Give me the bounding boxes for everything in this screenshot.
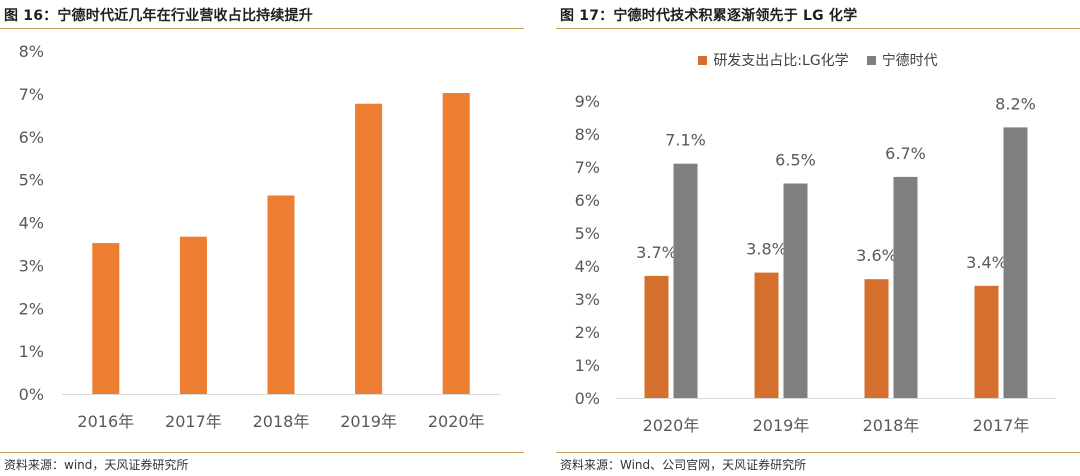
bar-lg-chem-2017年 (974, 285, 999, 398)
y-tick-label: 5% (575, 224, 600, 243)
figure-17-source: 资料来源：Wind、公司官网，天风证券研究所 (560, 458, 807, 472)
legend-item-catl: 宁德时代 (866, 50, 938, 70)
figure-17-title: 图 17：宁德时代技术积累逐渐领先于 LG 化学 (560, 8, 858, 24)
legend-label-catl: 宁德时代 (881, 53, 938, 69)
figure-16: 图 16：宁德时代近几年在行业营收占比持续提升 0% 1% 2% 3% 4% 5% 6% 7%… (0, 0, 524, 476)
bar-2016年 (92, 243, 120, 394)
x-tick-label: 2020年 (428, 412, 485, 431)
legend-label-lg-chem: 研发支出占比:LG化学 (713, 53, 849, 69)
y-tick-label: 4% (575, 257, 600, 276)
y-tick-label: 3% (19, 256, 44, 275)
bar-2018年 (267, 195, 295, 394)
bar-2020年 (442, 93, 470, 394)
bar-catl-2017年 (1003, 127, 1028, 399)
x-tick-label: 2016年 (77, 412, 134, 431)
figure-16-source: 资料来源：wind，天风证券研究所 (4, 458, 189, 472)
legend-swatch-lg-chem (698, 55, 708, 65)
data-label: 7.1% (665, 131, 706, 150)
bar-lg-chem-2019年 (754, 272, 779, 398)
bar-2017年 (179, 236, 207, 394)
y-tick-label: 7% (19, 85, 44, 104)
y-tick-label: 0% (19, 385, 44, 404)
x-tick-label: 2017年 (973, 416, 1030, 435)
data-label: 6.7% (885, 144, 926, 163)
x-tick-label: 2018年 (253, 412, 310, 431)
x-tick-label: 2019年 (340, 412, 397, 431)
y-tick-label: 6% (575, 191, 600, 210)
figure-16-chart: 0% 1% 2% 3% 4% 5% 6% 7% 8% 2016年 2017年 2018年 2019年 20… (19, 42, 500, 431)
figure-17-title-rule (556, 28, 1080, 29)
y-tick-label: 8% (19, 42, 44, 61)
bar-catl-2018年 (893, 176, 918, 398)
figure-16-title: 图 16：宁德时代近几年在行业营收占比持续提升 (4, 8, 313, 24)
legend-swatch-catl (866, 55, 876, 65)
data-label: 8.2% (995, 94, 1036, 113)
data-label: 3.4% (966, 253, 1007, 272)
data-label: 3.8% (746, 240, 787, 259)
bar-2019年 (355, 103, 383, 394)
bar-catl-2019年 (783, 183, 808, 398)
x-tick-label: 2018年 (863, 416, 920, 435)
bar-lg-chem-2020年 (644, 275, 669, 398)
y-tick-label: 8% (575, 125, 600, 144)
y-tick-label: 9% (575, 92, 600, 111)
figure-17-chart: 0% 1% 2% 3% 4% 5% 6% 7% 8% 9% 3.7% 7.1% 2020年 3.8% 6.5… (575, 92, 1056, 435)
figure-17-source-rule (556, 452, 1080, 453)
data-label: 6.5% (775, 151, 816, 170)
bar-lg-chem-2018年 (864, 279, 889, 398)
bar-catl-2020年 (673, 163, 698, 398)
figure-16-source-rule (0, 452, 524, 453)
y-tick-label: 2% (575, 323, 600, 342)
y-tick-label: 1% (575, 356, 600, 375)
y-tick-label: 6% (19, 128, 44, 147)
y-tick-label: 4% (19, 214, 44, 233)
figure-17-legend: 研发支出占比:LG化学 宁德时代 (556, 50, 1080, 70)
x-tick-label: 2020年 (643, 416, 700, 435)
data-label: 3.7% (636, 243, 677, 262)
figure-16-title-rule (0, 28, 524, 29)
y-tick-label: 7% (575, 158, 600, 177)
y-tick-label: 3% (575, 290, 600, 309)
x-tick-label: 2019年 (753, 416, 810, 435)
figure-17: 图 17：宁德时代技术积累逐渐领先于 LG 化学 研发支出占比:LG化学 宁德时… (556, 0, 1080, 476)
y-tick-label: 2% (19, 299, 44, 318)
data-label: 3.6% (856, 246, 897, 265)
y-tick-label: 1% (19, 342, 44, 361)
y-tick-label: 0% (575, 389, 600, 408)
x-tick-label: 2017年 (165, 412, 222, 431)
legend-item-lg-chem: 研发支出占比:LG化学 (698, 50, 849, 70)
y-tick-label: 5% (19, 171, 44, 190)
